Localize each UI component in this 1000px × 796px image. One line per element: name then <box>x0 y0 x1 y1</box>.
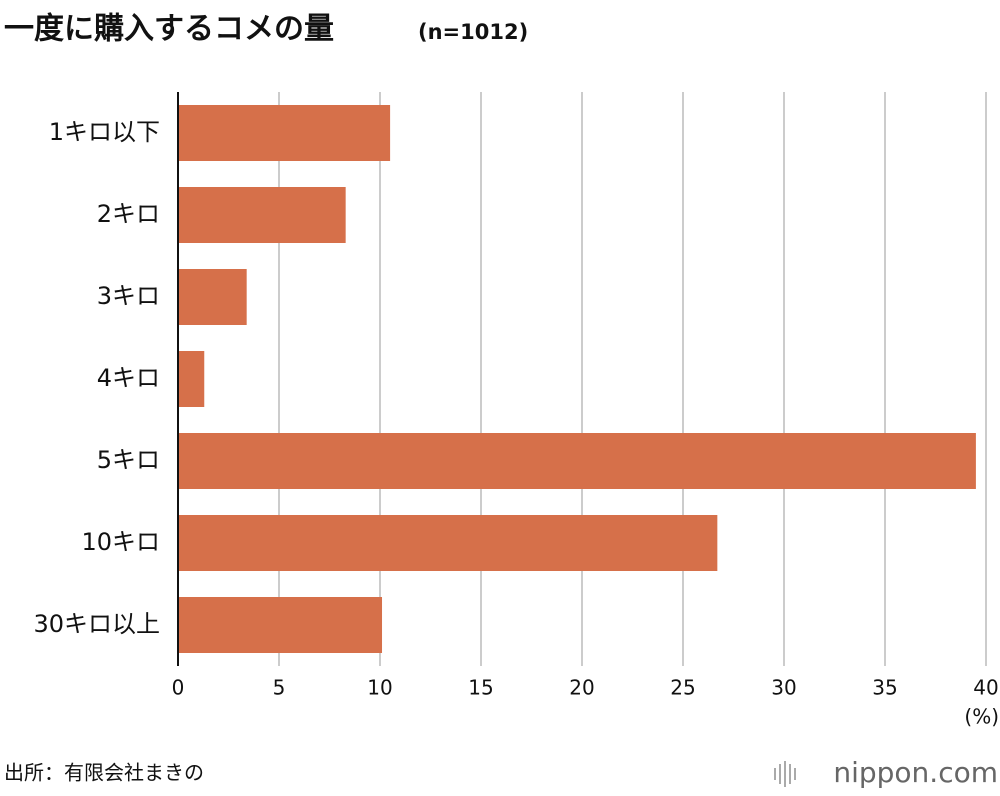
x-tick-label: 35 <box>872 676 897 700</box>
bar <box>178 515 718 571</box>
chart-title: 一度に購入するコメの量 <box>4 12 334 47</box>
x-tick-label: 20 <box>569 676 594 700</box>
x-tick-label: 0 <box>172 676 185 700</box>
x-tick-label: 40 <box>973 676 998 700</box>
y-tick-label: 5キロ <box>97 446 160 474</box>
bar <box>178 433 976 489</box>
source: 出所：有限会社まきの <box>4 761 204 785</box>
chart-subtitle: (n=1012) <box>418 20 528 44</box>
y-tick-label: 30キロ以上 <box>33 610 160 638</box>
y-tick-label: 1キロ以下 <box>49 118 160 146</box>
x-tick-label: 15 <box>468 676 493 700</box>
bar <box>178 269 247 325</box>
y-tick-label: 4キロ <box>97 364 160 392</box>
bar <box>178 187 346 243</box>
x-tick-label: 5 <box>273 676 286 700</box>
y-tick-label: 10キロ <box>81 528 160 556</box>
bar <box>178 597 383 653</box>
x-tick-label: 25 <box>670 676 695 700</box>
y-tick-label: 2キロ <box>97 200 160 228</box>
x-tick-label: 10 <box>367 676 392 700</box>
bar <box>178 351 205 407</box>
bar <box>178 105 391 161</box>
y-tick-label: 3キロ <box>97 282 160 310</box>
brand-logo: nippon.com <box>833 756 998 789</box>
x-tick-label: 30 <box>771 676 796 700</box>
brand-icon <box>774 761 796 787</box>
x-axis-label: (%) <box>964 705 999 729</box>
